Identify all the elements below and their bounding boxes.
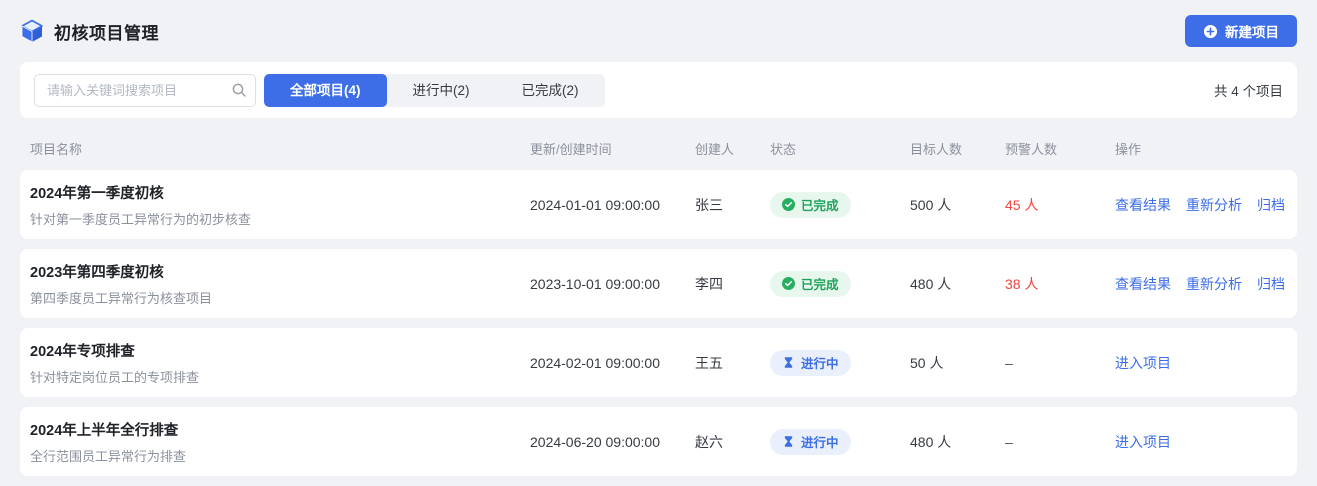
status-cell: 进行中 — [770, 349, 910, 376]
search-input[interactable] — [34, 73, 256, 107]
status-badge: 已完成 — [770, 270, 851, 297]
total-project-count: 共 4 个项目 — [1213, 84, 1283, 99]
status-label: 已完成 — [801, 199, 839, 213]
reanalyze-link[interactable]: 重新分析 — [1186, 196, 1242, 213]
project-name-cell: 2024年专项排查 针对特定岗位员工的专项排查 — [30, 340, 530, 386]
search-box — [34, 73, 256, 107]
hourglass-icon — [784, 357, 793, 368]
project-description: 针对特定岗位员工的专项排查 — [30, 369, 200, 385]
warning-count: – — [1005, 433, 1013, 450]
column-header-status: 状态 — [770, 141, 797, 157]
status-badge: 进行中 — [770, 428, 851, 455]
enter-project-link[interactable]: 进入项目 — [1115, 433, 1171, 450]
project-creator: 李四 — [695, 275, 723, 292]
status-label: 进行中 — [801, 436, 839, 450]
tab-all-projects[interactable]: 全部项目(4) — [264, 73, 387, 107]
table-header: 项目名称 更新/创建时间 创建人 状态 目标人数 预警人数 操作 — [20, 126, 1297, 170]
project-description: 全行范围员工异常行为排查 — [30, 448, 187, 464]
project-time: 2023-10-01 09:00:00 — [530, 275, 660, 292]
check-circle-icon — [782, 198, 795, 211]
actions-cell: 进入项目 — [1115, 432, 1287, 452]
project-name: 2023年第四季度初核 — [30, 264, 164, 281]
status-cell: 已完成 — [770, 191, 910, 218]
hourglass-icon — [784, 436, 793, 447]
reanalyze-link[interactable]: 重新分析 — [1186, 275, 1242, 292]
project-time: 2024-06-20 09:00:00 — [530, 433, 660, 450]
status-badge: 已完成 — [770, 191, 851, 218]
warning-count: 38 人 — [1005, 275, 1039, 292]
table-row: 2024年上半年全行排查 全行范围员工异常行为排查 2024-06-20 09:… — [20, 407, 1297, 476]
warning-count: 45 人 — [1005, 196, 1039, 213]
status-cell: 已完成 — [770, 270, 910, 297]
project-name: 2024年上半年全行排查 — [30, 422, 179, 439]
status-cell: 进行中 — [770, 428, 910, 455]
status-badge: 进行中 — [770, 349, 851, 376]
target-count: 50 人 — [910, 354, 944, 371]
project-description: 第四季度员工异常行为核查项目 — [30, 290, 213, 306]
table-row: 2024年第一季度初核 针对第一季度员工异常行为的初步核查 2024-01-01… — [20, 170, 1297, 239]
column-header-name: 项目名称 — [30, 141, 83, 157]
tab-in-progress[interactable]: 进行中(2) — [412, 82, 470, 98]
archive-link[interactable]: 归档 — [1257, 275, 1285, 292]
project-description: 针对第一季度员工异常行为的初步核查 — [30, 211, 252, 227]
plus-circle-icon — [1203, 24, 1218, 38]
status-label: 进行中 — [801, 357, 839, 371]
search-icon[interactable] — [231, 82, 247, 98]
actions-cell: 进入项目 — [1115, 353, 1287, 373]
warning-count: – — [1005, 354, 1013, 371]
project-name: 2024年专项排查 — [30, 343, 135, 360]
archive-link[interactable]: 归档 — [1257, 196, 1285, 213]
view-results-link[interactable]: 查看结果 — [1115, 275, 1171, 292]
new-project-label: 新建项目 — [1225, 25, 1279, 40]
new-project-button[interactable]: 新建项目 — [1185, 15, 1297, 47]
enter-project-link[interactable]: 进入项目 — [1115, 354, 1171, 371]
project-name: 2024年第一季度初核 — [30, 185, 164, 202]
column-header-target: 目标人数 — [910, 141, 963, 157]
target-count: 480 人 — [910, 275, 952, 292]
table-row: 2024年专项排查 针对特定岗位员工的专项排查 2024-02-01 09:00… — [20, 328, 1297, 397]
project-creator: 赵六 — [695, 433, 723, 450]
target-count: 480 人 — [910, 433, 952, 450]
titlebar: 初核项目管理 新建项目 — [0, 0, 1317, 62]
project-creator: 王五 — [695, 354, 723, 371]
column-header-warning: 预警人数 — [1005, 141, 1058, 157]
project-name-cell: 2023年第四季度初核 第四季度员工异常行为核查项目 — [30, 261, 530, 307]
project-name-cell: 2024年上半年全行排查 全行范围员工异常行为排查 — [30, 419, 530, 465]
tab-completed[interactable]: 已完成(2) — [521, 82, 579, 98]
column-header-actions: 操作 — [1115, 141, 1142, 157]
actions-cell: 查看结果 重新分析 归档 — [1115, 274, 1287, 294]
filter-tabs: 全部项目(4) 进行中(2) 已完成(2) — [264, 73, 605, 107]
project-name-cell: 2024年第一季度初核 针对第一季度员工异常行为的初步核查 — [30, 182, 530, 228]
view-results-link[interactable]: 查看结果 — [1115, 196, 1171, 213]
column-header-creator: 创建人 — [695, 141, 735, 157]
page-title: 初核项目管理 — [54, 23, 159, 43]
toolbar-card: 全部项目(4) 进行中(2) 已完成(2) 共 4 个项目 — [20, 62, 1297, 118]
column-header-time: 更新/创建时间 — [530, 141, 612, 157]
actions-cell: 查看结果 重新分析 归档 — [1115, 195, 1287, 215]
table-row: 2023年第四季度初核 第四季度员工异常行为核查项目 2023-10-01 09… — [20, 249, 1297, 318]
project-creator: 张三 — [695, 196, 723, 213]
project-time: 2024-02-01 09:00:00 — [530, 354, 660, 371]
status-label: 已完成 — [801, 278, 839, 292]
project-time: 2024-01-01 09:00:00 — [530, 196, 660, 213]
cube-box-icon — [20, 19, 44, 43]
check-circle-icon — [782, 277, 795, 290]
target-count: 500 人 — [910, 196, 952, 213]
